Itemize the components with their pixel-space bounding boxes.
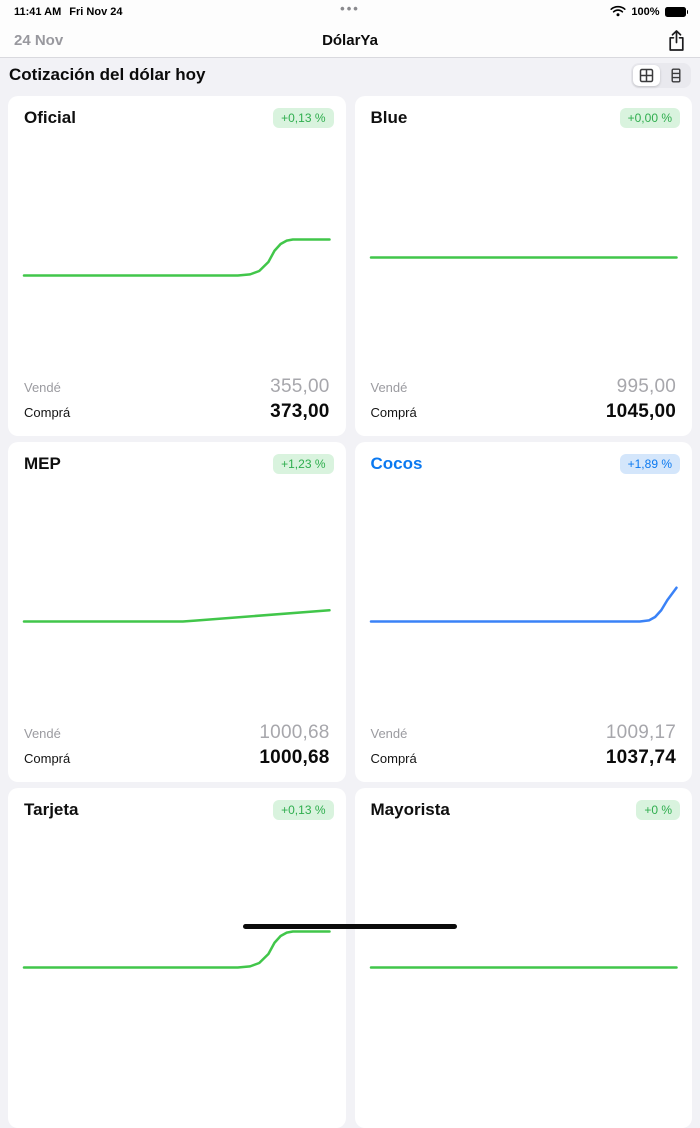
rate-card-oficial[interactable]: Oficial +0,13 % Vendé 355,00 Comprá 373,… [8,96,346,436]
change-badge: +0,00 % [619,108,680,128]
sparkline-chart [24,482,330,707]
grid-view-button[interactable] [633,64,660,86]
card-footer: Vendé 1000,68 Comprá 1000,68 [24,722,330,772]
grid-icon [639,68,654,82]
change-badge: +0,13 % [273,800,334,820]
sparkline-chart [371,136,677,361]
list-view-button[interactable] [662,65,689,86]
sell-value: 355,00 [270,376,330,397]
home-indicator[interactable] [243,924,457,929]
change-badge: +0,13 % [273,108,334,128]
card-title: Blue [370,108,408,127]
status-date: Fri Nov 24 [69,6,123,18]
sell-value: 1009,17 [605,722,676,743]
sell-label: Vendé [370,726,408,741]
multitask-dots-icon: ••• [340,1,360,16]
buy-value: 373,00 [270,401,330,422]
buy-label: Comprá [24,405,71,420]
buy-value: 1037,74 [605,747,676,768]
section-title: Cotización del dólar hoy [9,65,206,84]
sparkline-chart [24,136,330,361]
change-badge: +1,89 % [619,454,680,474]
buy-label: Comprá [370,751,417,766]
sell-value: 995,00 [616,376,676,397]
section-header: Cotización del dólar hoy [0,58,700,92]
rate-card-cocos[interactable]: Cocos +1,89 % Vendé 1009,17 Comprá 1037,… [354,442,693,782]
card-footer: Vendé 1009,17 Comprá 1037,74 [371,722,677,772]
card-head: Blue +0,00 % [355,96,693,128]
list-rows-icon [671,68,680,83]
clock-time: 11:41 AM [14,6,62,18]
sell-label: Vendé [24,380,61,395]
status-left: 11:41 AM Fri Nov 24 [14,6,122,18]
change-badge: +1,23 % [273,454,334,474]
share-button[interactable] [667,29,686,52]
rate-card-blue[interactable]: Blue +0,00 % Vendé 995,00 Comprá 1045,00 [354,96,693,436]
sparkline-chart [371,828,677,1053]
sparkline-chart [24,828,330,1053]
sell-label: Vendé [24,726,61,741]
buy-value: 1000,68 [259,747,330,768]
sparkline-chart [371,482,677,707]
buy-label: Comprá [370,405,417,420]
sell-value: 1000,68 [259,722,330,743]
card-footer: Vendé 355,00 Comprá 373,00 [24,376,330,426]
card-head: Oficial +0,13 % [8,96,346,128]
rate-card-tarjeta[interactable]: Tarjeta +0,13 % [8,788,346,1128]
card-title: MEP [24,454,61,473]
card-head: MEP +1,23 % [8,442,346,474]
card-title: Oficial [24,108,76,127]
card-head: Cocos +1,89 % [355,442,693,474]
card-head: Mayorista +0 % [355,788,693,820]
wifi-icon [610,5,626,20]
card-head: Tarjeta +0,13 % [8,788,346,820]
card-title: Mayorista [370,800,450,819]
sell-label: Vendé [370,380,408,395]
nav-back-date[interactable]: 24 Nov [14,32,64,49]
card-title: Tarjeta [24,800,79,819]
app-title: DólarYa [322,32,378,49]
status-bar: 11:41 AM Fri Nov 24 ••• 100% [0,0,700,24]
navigation-bar: 24 Nov DólarYa [0,24,700,57]
rate-card-mayorista[interactable]: Mayorista +0 % [354,788,693,1128]
card-title: Cocos [370,454,423,473]
rates-grid: Oficial +0,13 % Vendé 355,00 Comprá 373,… [0,92,700,1128]
status-right: 100% [610,5,688,20]
change-badge: +0 % [636,800,680,820]
battery-percent: 100% [631,6,660,18]
view-toggle [631,62,691,88]
top-chrome: 11:41 AM Fri Nov 24 ••• 100% 24 Nov Dóla… [0,0,700,58]
buy-label: Comprá [24,751,71,766]
battery-icon [664,7,688,17]
buy-value: 1045,00 [605,401,676,422]
card-footer: Vendé 995,00 Comprá 1045,00 [371,376,677,426]
rate-card-mep[interactable]: MEP +1,23 % Vendé 1000,68 Comprá 1000,68 [8,442,346,782]
